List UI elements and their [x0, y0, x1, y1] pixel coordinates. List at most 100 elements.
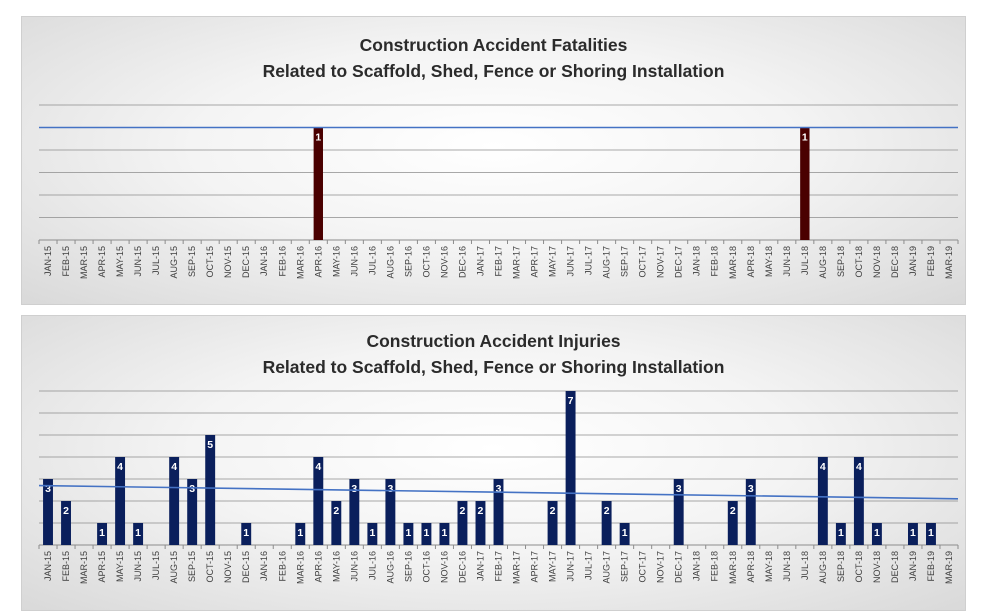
- injuries-x-tick-label: OCT-18: [854, 551, 864, 583]
- injuries-x-tick-label: DEC-18: [890, 551, 900, 583]
- injuries-x-tick-label: JUL-16: [367, 551, 377, 580]
- injuries-bar: [97, 523, 108, 545]
- fatalities-x-tick-label: AUG-15: [169, 246, 179, 279]
- fatalities-x-tick-label: FEB-18: [710, 246, 720, 277]
- fatalities-x-tick-label: SEP-16: [403, 246, 413, 277]
- injuries-bar: [367, 523, 378, 545]
- injuries-data-label: 2: [333, 505, 339, 517]
- injuries-data-label: 3: [496, 483, 502, 495]
- injuries-x-tick-label: DEC-16: [457, 551, 467, 583]
- injuries-bar: [565, 391, 576, 545]
- injuries-x-tick-label: MAY-16: [331, 551, 341, 582]
- fatalities-x-tick-label: OCT-18: [854, 246, 864, 278]
- fatalities-x-tick-label: JAN-18: [692, 246, 702, 276]
- injuries-data-label: 7: [568, 395, 574, 407]
- fatalities-x-tick-label: MAY-17: [548, 246, 558, 277]
- injuries-data-label: 1: [928, 527, 934, 539]
- injuries-x-tick-label: JUN-16: [349, 551, 359, 582]
- injuries-bar: [907, 523, 918, 545]
- injuries-data-label: 3: [351, 483, 357, 495]
- injuries-x-tick-label: SEP-16: [403, 551, 413, 582]
- injuries-x-tick-label: APR-18: [746, 551, 756, 583]
- injuries-data-label: 5: [207, 439, 213, 451]
- fatalities-x-tick-label: APR-16: [313, 246, 323, 278]
- fatalities-x-tick-label: NOV-18: [872, 246, 882, 278]
- fatalities-x-tick-label: JUL-17: [584, 246, 594, 275]
- fatalities-x-tick-label: MAY-15: [115, 246, 125, 277]
- injuries-x-tick-label: NOV-16: [439, 551, 449, 583]
- injuries-x-tick-label: AUG-16: [385, 551, 395, 584]
- injuries-data-label: 2: [478, 505, 484, 517]
- injuries-x-tick-label: FEB-19: [926, 551, 936, 582]
- injuries-data-label: 3: [676, 483, 682, 495]
- fatalities-bar: [800, 127, 810, 240]
- injuries-bar: [926, 523, 936, 545]
- fatalities-x-tick-label: DEC-15: [241, 246, 251, 278]
- injuries-data-label: 1: [838, 527, 844, 539]
- injuries-bar: [475, 501, 486, 545]
- fatalities-x-tick-label: NOV-16: [439, 246, 449, 278]
- injuries-x-tick-label: JAN-19: [908, 551, 918, 581]
- fatalities-x-tick-label: FEB-15: [61, 246, 71, 277]
- injuries-bar: [619, 523, 630, 545]
- fatalities-x-tick-label: SEP-15: [187, 246, 197, 277]
- injuries-x-tick-label: MAR-18: [728, 551, 738, 584]
- injuries-x-tick-label: AUG-17: [602, 551, 612, 584]
- fatalities-x-tick-label: APR-17: [530, 246, 540, 278]
- fatalities-x-tick-label: JUN-15: [133, 246, 143, 277]
- fatalities-data-label: 1: [802, 132, 808, 144]
- fatalities-x-tick-label: NOV-15: [223, 246, 233, 278]
- injuries-x-tick-label: APR-15: [97, 551, 107, 583]
- injuries-bar: [295, 523, 306, 545]
- injuries-bar: [169, 457, 180, 545]
- injuries-x-tick-label: JUL-17: [584, 551, 594, 580]
- injuries-x-tick-label: MAY-18: [764, 551, 774, 582]
- fatalities-x-tick-label: JAN-16: [259, 246, 269, 276]
- injuries-x-tick-label: MAR-17: [512, 551, 522, 584]
- fatalities-x-tick-label: MAR-18: [728, 246, 738, 279]
- fatalities-x-tick-label: MAR-16: [295, 246, 305, 279]
- injuries-x-tick-label: OCT-16: [421, 551, 431, 583]
- injuries-x-tick-label: NOV-17: [656, 551, 666, 583]
- fatalities-x-tick-label: APR-18: [746, 246, 756, 278]
- fatalities-x-tick-label: JUN-16: [349, 246, 359, 277]
- injuries-data-label: 1: [297, 527, 303, 539]
- injuries-data-label: 1: [874, 527, 880, 539]
- injuries-data-label: 3: [45, 483, 51, 495]
- injuries-bar: [349, 479, 360, 545]
- injuries-data-label: 1: [622, 527, 628, 539]
- injuries-bar: [457, 501, 468, 545]
- injuries-x-tick-label: JAN-18: [692, 551, 702, 581]
- fatalities-x-tick-label: AUG-17: [602, 246, 612, 279]
- injuries-x-tick-label: JAN-16: [259, 551, 269, 581]
- fatalities-x-tick-label: SEP-17: [620, 246, 630, 277]
- fatalities-x-tick-label: JUN-18: [782, 246, 792, 277]
- fatalities-x-tick-label: APR-15: [97, 246, 107, 278]
- injuries-x-tick-label: MAR-16: [295, 551, 305, 584]
- fatalities-x-tick-label: MAR-15: [79, 246, 89, 279]
- injuries-data-label: 2: [63, 505, 69, 517]
- injuries-data-label: 1: [423, 527, 429, 539]
- injuries-bar: [43, 479, 53, 545]
- injuries-data-label: 1: [442, 527, 448, 539]
- fatalities-chart-panel: Construction Accident Fatalities Related…: [21, 16, 966, 305]
- injuries-x-tick-label: APR-17: [530, 551, 540, 583]
- fatalities-x-tick-label: OCT-15: [205, 246, 215, 278]
- injuries-x-tick-label: JAN-15: [43, 551, 53, 581]
- injuries-data-label: 2: [460, 505, 466, 517]
- fatalities-x-tick-label: JUL-15: [151, 246, 161, 275]
- injuries-bar: [115, 457, 126, 545]
- injuries-data-label: 2: [550, 505, 556, 517]
- injuries-x-tick-label: FEB-17: [494, 551, 504, 582]
- injuries-x-tick-label: OCT-17: [638, 551, 648, 583]
- fatalities-x-tick-label: JUN-17: [566, 246, 576, 277]
- injuries-data-label: 3: [189, 483, 195, 495]
- fatalities-x-tick-label: JUL-16: [367, 246, 377, 275]
- injuries-bar: [817, 457, 828, 545]
- fatalities-x-tick-label: AUG-18: [818, 246, 828, 279]
- injuries-data-label: 2: [730, 505, 736, 517]
- injuries-chart-subtitle: Related to Scaffold, Shed, Fence or Shor…: [262, 357, 725, 377]
- fatalities-chart-subtitle: Related to Scaffold, Shed, Fence or Shor…: [262, 61, 725, 81]
- fatalities-bar: [313, 127, 323, 240]
